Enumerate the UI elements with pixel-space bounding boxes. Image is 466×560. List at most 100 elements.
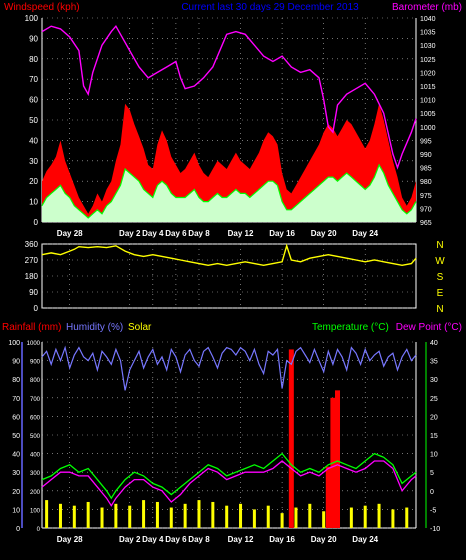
compass-label: W — [435, 256, 445, 267]
rain-tick-label: 800 — [30, 378, 41, 384]
baro-y-tick-label: 1000 — [420, 125, 436, 132]
compass-label: N — [436, 304, 443, 315]
solar-label: Solar — [128, 322, 152, 333]
humidity-tick-label: 10 — [12, 507, 20, 514]
rain-tick-label: 900 — [30, 360, 41, 366]
solar-bar — [405, 507, 409, 528]
humidity-tick-label: 60 — [12, 414, 20, 421]
solar-bar — [155, 501, 159, 528]
solar-bar — [142, 500, 146, 528]
wind-y-tick-label: 40 — [29, 136, 38, 145]
wind-average-line — [41, 163, 417, 219]
wind-y-tick-label: 60 — [29, 96, 38, 105]
temperature-line — [41, 452, 417, 500]
temperature-tick-label: 35 — [430, 359, 438, 366]
compass-label: S — [437, 272, 444, 283]
temperature-tick-label: -5 — [430, 507, 436, 514]
dewpoint-line — [41, 460, 417, 507]
rain-x-tick-label: Day 4 — [142, 535, 164, 544]
wind-y-tick-label: 80 — [29, 55, 38, 64]
dir-y-tick-label: 90 — [29, 288, 38, 297]
wind-x-tick-label: Day 12 — [228, 229, 254, 238]
wind-y-tick-label: 70 — [29, 75, 38, 84]
humidity-tick-label: 90 — [12, 359, 20, 366]
solar-bar — [322, 511, 326, 528]
rain-tick-label: 100 — [30, 508, 41, 514]
baro-y-tick-label: 1020 — [420, 70, 436, 77]
wind-x-tick-label: Day 20 — [311, 229, 337, 238]
wind-y-tick-label: 50 — [29, 116, 38, 125]
baro-y-tick-label: 1025 — [420, 57, 436, 64]
temperature-tick-label: 10 — [430, 452, 438, 459]
temperature-tick-label: 15 — [430, 433, 438, 440]
baro-y-tick-label: 1005 — [420, 111, 436, 118]
solar-bar — [86, 501, 90, 528]
solar-bar — [377, 503, 381, 528]
windspeed-axis-label: Windspeed (kph) — [4, 2, 80, 13]
temperature-axis-label: Temperature (°C) — [312, 322, 389, 333]
wind-direction-line — [41, 243, 417, 267]
rain-tick-label: 700 — [30, 397, 41, 403]
humidity-tick-label: 70 — [12, 396, 20, 403]
baro-y-tick-label: 1040 — [420, 16, 436, 23]
wind-x-tick-label: Day 28 — [57, 229, 83, 238]
baro-y-tick-label: 995 — [420, 138, 432, 145]
rain-x-tick-label: Day 20 — [311, 535, 337, 544]
rain-tick-label: 300 — [30, 471, 41, 477]
wind-y-tick-label: 90 — [29, 34, 38, 43]
solar-bar — [128, 505, 132, 528]
humidity-tick-label: 0 — [16, 526, 20, 533]
rain-x-tick-label: Day 28 — [57, 535, 83, 544]
temperature-tick-label: 30 — [430, 377, 438, 384]
solar-bar — [363, 505, 367, 528]
rain-tick-label: 600 — [30, 415, 41, 421]
baro-y-tick-label: 980 — [420, 179, 432, 186]
rain-tick-label: 400 — [30, 453, 41, 459]
solar-bar — [211, 501, 215, 528]
temperature-tick-label: -10 — [430, 526, 440, 533]
rain-x-tick-label: Day 12 — [228, 535, 254, 544]
chart-title: Current last 30 days 29 December 2013 — [181, 2, 359, 13]
rain-x-tick-label: Day 2 — [119, 535, 141, 544]
rainfall-bar — [325, 466, 331, 528]
solar-bar — [266, 505, 270, 528]
humidity-tick-label: 50 — [12, 433, 20, 440]
compass-label: E — [437, 288, 444, 299]
wind-y-tick-label: 30 — [29, 157, 38, 166]
temperature-tick-label: 20 — [430, 414, 438, 421]
dir-y-tick-label: 270 — [25, 256, 39, 265]
baro-y-tick-label: 965 — [420, 220, 432, 227]
solar-bar — [308, 503, 312, 528]
wind-x-tick-label: Day 16 — [269, 229, 295, 238]
dir-y-tick-label: 360 — [25, 240, 39, 249]
baro-y-tick-label: 1010 — [420, 98, 436, 105]
rain-x-tick-label: Day 6 — [165, 535, 187, 544]
solar-bar — [169, 507, 173, 528]
wind-x-tick-label: Day 2 — [119, 229, 141, 238]
solar-bar — [114, 503, 118, 528]
wind-y-tick-label: 0 — [34, 218, 39, 227]
humidity-tick-label: 80 — [12, 377, 20, 384]
rainfall-bar — [335, 390, 341, 528]
rain-humidity-temp-panel: 0102030405060708090100010020030040050060… — [8, 340, 440, 544]
baro-y-tick-label: 970 — [420, 206, 432, 213]
wind-x-tick-label: Day 4 — [142, 229, 164, 238]
humidity-tick-label: 20 — [12, 489, 20, 496]
humidity-tick-label: 30 — [12, 470, 20, 477]
wind-y-tick-label: 10 — [29, 198, 38, 207]
solar-bar — [294, 507, 298, 528]
baro-y-tick-label: 1035 — [420, 30, 436, 37]
barometer-axis-label: Barometer (mb) — [392, 2, 462, 13]
temperature-tick-label: 0 — [430, 489, 434, 496]
rainfall-bar — [288, 349, 294, 528]
solar-bar — [280, 513, 284, 528]
humidity-tick-label: 100 — [8, 340, 20, 347]
wind-y-tick-label: 100 — [25, 14, 39, 23]
solar-bar — [100, 507, 104, 528]
temperature-tick-label: 5 — [430, 470, 434, 477]
solar-bar — [45, 500, 49, 528]
rain-x-tick-label: Day 24 — [352, 535, 378, 544]
rain-tick-label: 0 — [37, 527, 41, 533]
solar-bar — [391, 509, 395, 528]
